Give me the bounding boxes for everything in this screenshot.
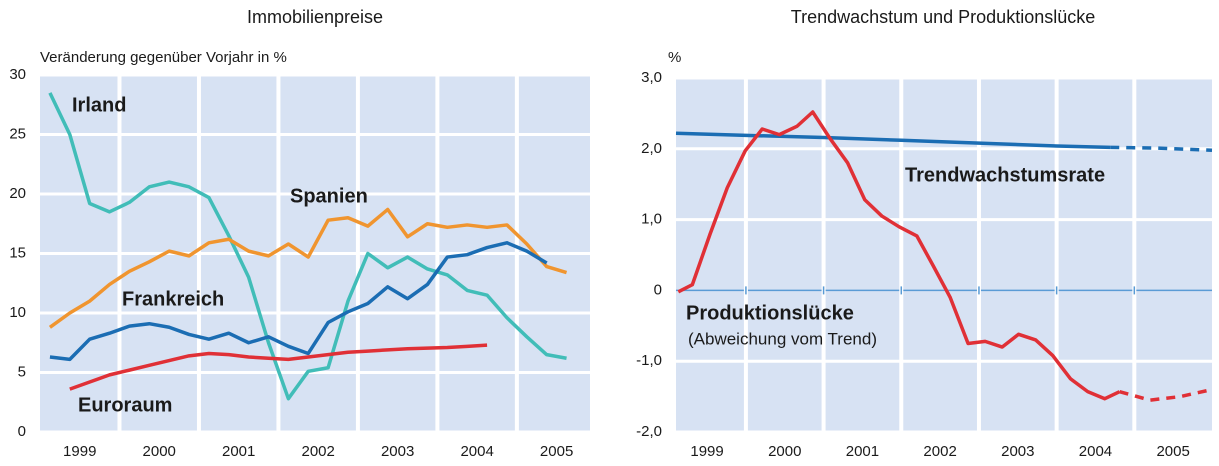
y-tick-label: -2,0 (636, 423, 662, 440)
x-tick-label: 2003 (381, 443, 414, 460)
y-tick-label: 0 (18, 423, 26, 440)
y-tick-label: 10 (9, 304, 26, 321)
x-tick-label: 2001 (222, 443, 255, 460)
series-label: Euroraum (78, 394, 172, 416)
y-tick-label: -1,0 (636, 352, 662, 369)
x-tick-label: 2005 (1156, 443, 1189, 460)
x-tick-label: 2000 (143, 443, 176, 460)
line-series (69, 343, 488, 391)
y-axis-label: Veränderung gegenüber Vorjahr in % (40, 49, 287, 66)
series-label: Spanien (290, 185, 368, 207)
chart-title: Trendwachstum und Produktionslücke (791, 7, 1096, 27)
y-tick-label: 5 (18, 363, 26, 380)
plot-area (676, 78, 1212, 432)
line-series (1110, 145, 1213, 152)
line-series (677, 110, 1121, 401)
y-tick-label: 20 (9, 185, 26, 202)
y-tick-label: 15 (9, 244, 26, 261)
x-tick-label: 1999 (63, 443, 96, 460)
x-tick-label: 2004 (1079, 443, 1112, 460)
annotation: (Abweichung vom Trend) (688, 329, 877, 348)
x-tick-label: 2002 (301, 443, 334, 460)
x-tick-label: 2000 (768, 443, 801, 460)
y-tick-label: 2,0 (641, 140, 662, 157)
x-tick-label: 2002 (923, 443, 956, 460)
y-tick-label: 30 (9, 66, 26, 83)
x-tick-label: 1999 (690, 443, 723, 460)
x-tick-label: 2003 (1001, 443, 1034, 460)
line-series (675, 131, 1111, 150)
x-tick-label: 2005 (540, 443, 573, 460)
line-series (48, 92, 567, 401)
series-label: Produktionslücke (686, 302, 854, 324)
y-tick-label: 1,0 (641, 211, 662, 228)
series-label: Irland (72, 94, 126, 116)
line-series (49, 241, 548, 362)
line-series (48, 207, 568, 329)
x-tick-label: 2004 (460, 443, 493, 460)
series-label: Frankreich (122, 288, 224, 310)
y-axis-label: % (668, 49, 681, 66)
y-tick-label: 3,0 (641, 69, 662, 86)
y-tick-label: 25 (9, 125, 26, 142)
y-tick-label: 0 (654, 281, 662, 298)
x-tick-label: 2001 (846, 443, 879, 460)
chart-title: Immobilienpreise (247, 7, 383, 27)
series-label: Trendwachstumsrate (905, 164, 1105, 186)
